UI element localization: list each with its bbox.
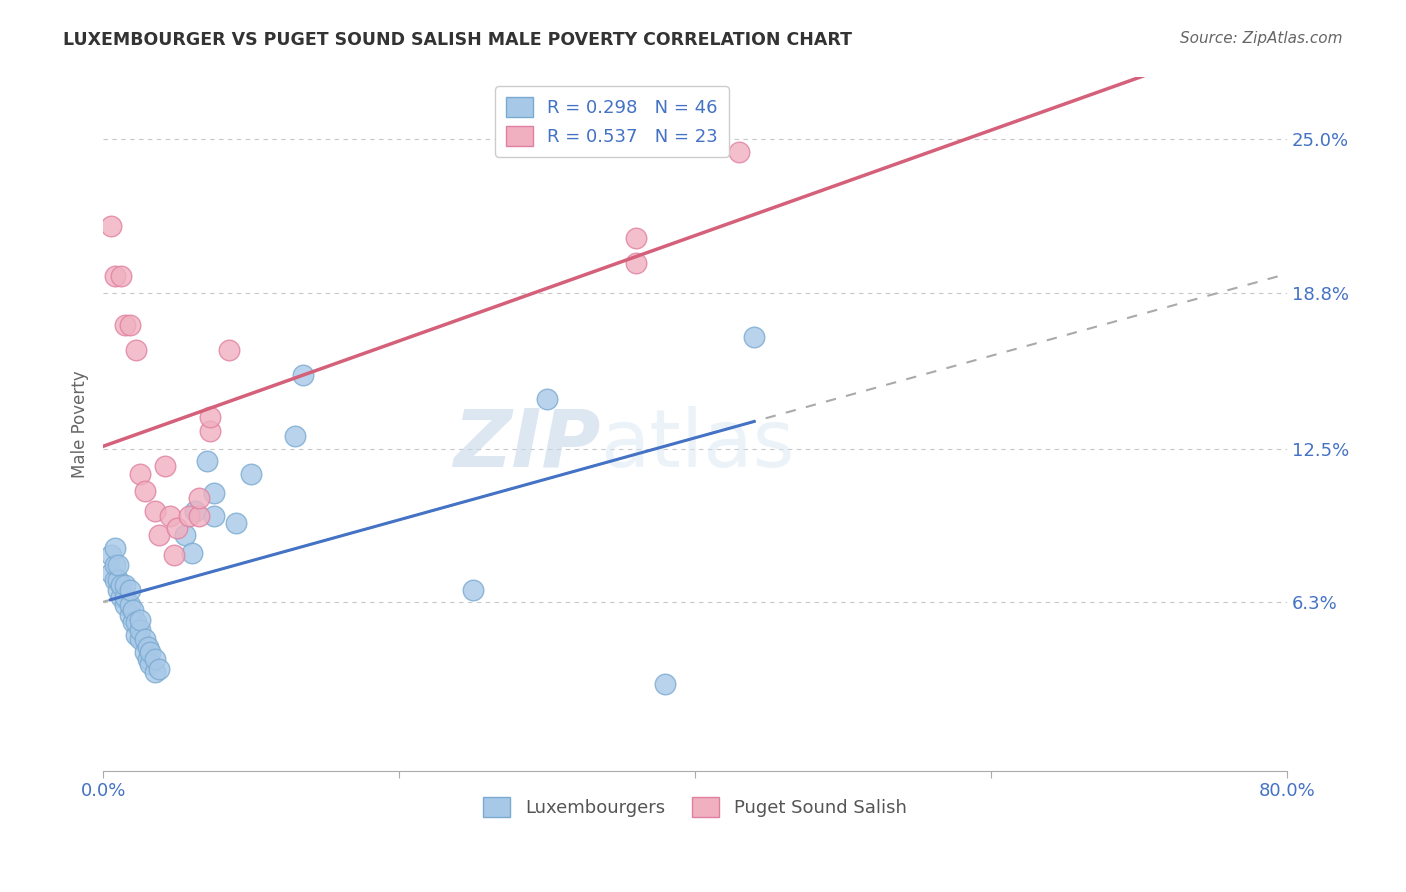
Point [107,573,129,587]
Point [100,549,122,563]
Point [180,546,202,560]
Point [184,504,207,518]
Point [136,652,159,666]
Point [114,598,136,612]
Point [121,603,143,617]
Point [202,508,225,523]
Text: ZIP: ZIP [453,406,600,483]
Point [163,549,186,563]
Point [107,582,129,597]
Point [728,145,751,159]
Point [136,640,159,654]
Point [129,613,152,627]
Point [118,318,141,332]
Point [104,541,127,555]
Point [110,591,132,605]
Point [107,558,129,573]
Point [100,219,122,233]
Point [104,558,127,573]
Point [118,582,141,597]
Point [114,591,136,605]
Point [195,454,218,468]
Point [114,578,136,592]
Point [177,508,200,523]
Point [461,582,484,597]
Point [118,607,141,622]
Point [134,632,156,647]
Point [124,615,146,629]
Point [110,268,132,283]
Point [110,578,132,592]
Text: Source: ZipAtlas.com: Source: ZipAtlas.com [1180,31,1343,46]
Y-axis label: Male Poverty: Male Poverty [72,370,89,478]
Point [129,632,152,647]
Point [198,425,221,439]
Point [188,491,211,506]
Point [118,598,141,612]
Point [121,615,143,629]
Point [240,467,263,481]
Point [166,521,188,535]
Point [104,268,127,283]
Point [218,343,240,357]
Legend: Luxembourgers, Puget Sound Salish: Luxembourgers, Puget Sound Salish [477,789,914,824]
Point [654,677,676,691]
Point [173,528,195,542]
Point [129,467,152,481]
Point [134,645,156,659]
Point [143,504,166,518]
Text: LUXEMBOURGER VS PUGET SOUND SALISH MALE POVERTY CORRELATION CHART: LUXEMBOURGER VS PUGET SOUND SALISH MALE … [63,31,852,49]
Point [624,256,647,270]
Point [198,409,221,424]
Point [624,231,647,245]
Point [148,528,170,542]
Point [202,486,225,500]
Point [124,343,146,357]
Point [143,652,166,666]
Point [291,368,314,382]
Point [188,508,211,523]
Point [536,392,558,407]
Point [284,429,307,443]
Point [742,330,765,344]
Point [139,645,162,659]
Point [114,318,136,332]
Point [155,459,177,474]
Point [124,627,146,641]
Point [139,657,162,672]
Point [134,483,156,498]
Point [159,508,181,523]
Point [143,665,166,679]
Point [148,662,170,676]
Point [129,623,152,637]
Point [104,573,127,587]
Point [225,516,247,530]
Point [100,566,122,580]
Text: atlas: atlas [600,406,794,483]
